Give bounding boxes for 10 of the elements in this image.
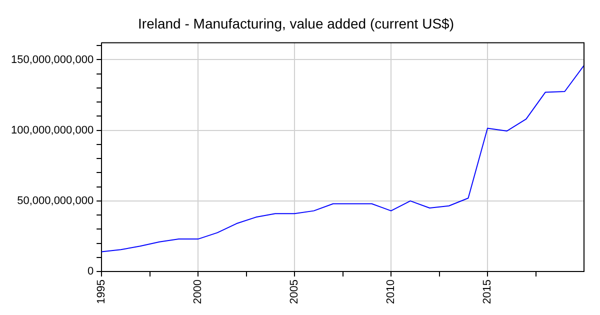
x-tick-label: 2015 (482, 280, 494, 304)
x-tick-label: 1995 (96, 280, 108, 304)
y-tick-label: 0 (87, 266, 94, 278)
x-tick-label: 2000 (192, 280, 204, 304)
x-tick-label: 2010 (385, 280, 398, 304)
y-tick-label: 100,000,000,000 (10, 124, 94, 136)
x-tick-label: 2005 (288, 280, 301, 304)
y-tick-label: 150,000,000,000 (10, 54, 94, 66)
chart-title: Ireland - Manufacturing, value added (current US$) (138, 15, 454, 32)
y-tick-label: 50,000,000,000 (17, 194, 94, 207)
